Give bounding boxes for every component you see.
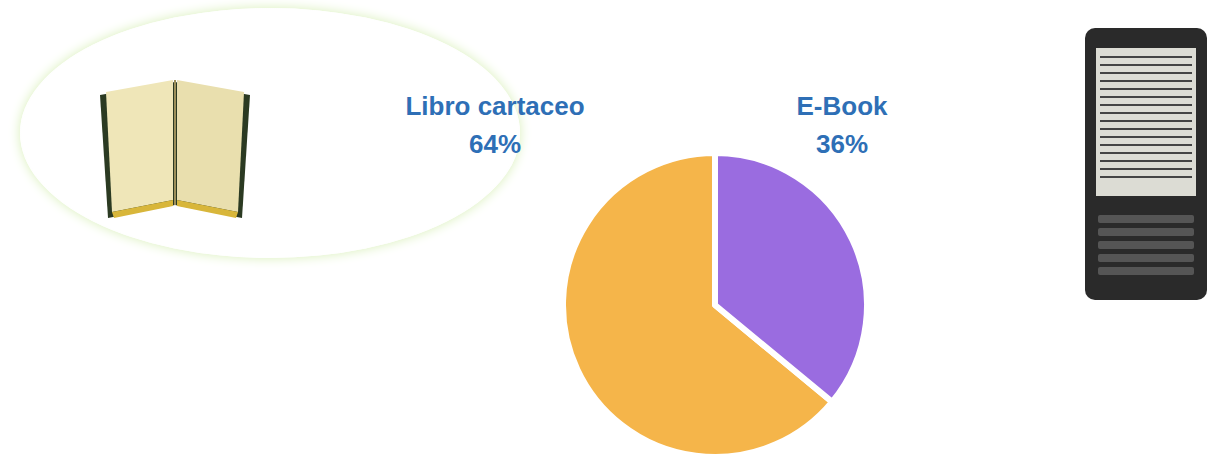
svg-text:E-Book: E-Book — [797, 91, 889, 121]
svg-text:64%: 64% — [469, 129, 521, 159]
svg-text:Libro cartaceo: Libro cartaceo — [405, 91, 584, 121]
svg-text:36%: 36% — [816, 129, 868, 159]
